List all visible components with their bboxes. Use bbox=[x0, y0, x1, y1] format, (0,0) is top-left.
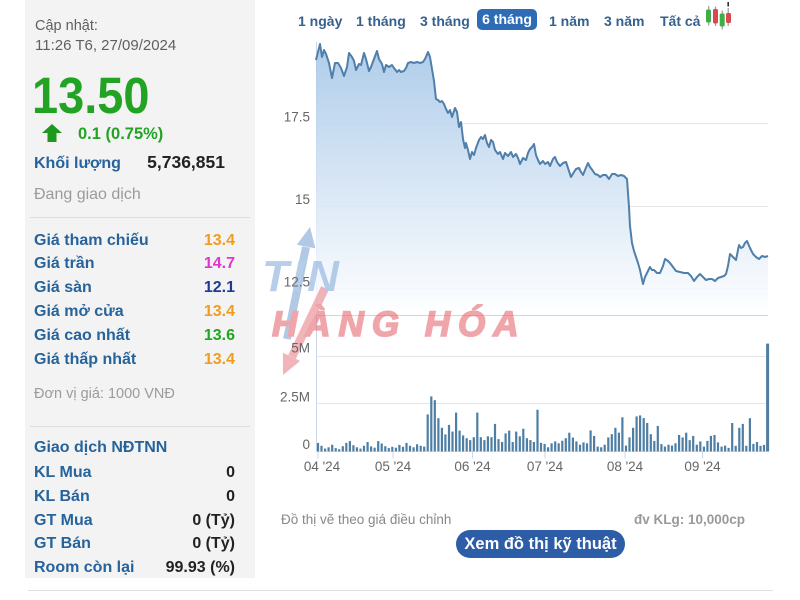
svg-text:TIN: TIN bbox=[262, 252, 342, 301]
svg-text:08 '24: 08 '24 bbox=[607, 459, 644, 474]
svg-text:HÀNG HÓA: HÀNG HÓA bbox=[272, 304, 527, 344]
svg-text:12.5: 12.5 bbox=[284, 275, 310, 290]
svg-text:2.5M: 2.5M bbox=[280, 390, 310, 405]
svg-text:0: 0 bbox=[302, 437, 310, 452]
svg-text:17.5: 17.5 bbox=[284, 110, 310, 125]
svg-text:15: 15 bbox=[295, 192, 310, 207]
svg-text:07 '24: 07 '24 bbox=[527, 459, 564, 474]
svg-text:05 '24: 05 '24 bbox=[375, 459, 412, 474]
svg-text:04 '24: 04 '24 bbox=[304, 459, 341, 474]
svg-text:5M: 5M bbox=[291, 341, 310, 356]
svg-text:06 '24: 06 '24 bbox=[454, 459, 491, 474]
svg-text:09 '24: 09 '24 bbox=[684, 459, 721, 474]
